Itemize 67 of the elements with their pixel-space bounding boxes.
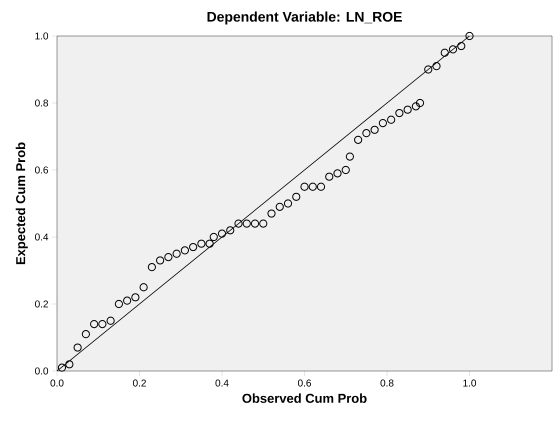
x-tick-label: 0.8 xyxy=(380,380,394,387)
point xyxy=(210,232,218,242)
point xyxy=(267,209,276,218)
point xyxy=(292,192,300,201)
point xyxy=(148,263,156,272)
point xyxy=(259,220,268,228)
y-tick-label: 0.4 xyxy=(35,233,48,241)
y-tick-label: 0.2 xyxy=(35,300,48,308)
point xyxy=(448,45,458,54)
point xyxy=(98,320,106,328)
point xyxy=(172,250,181,258)
point xyxy=(325,172,334,181)
point xyxy=(416,98,424,108)
y-axis-title: Expected Cum Prob xyxy=(16,142,28,264)
point xyxy=(58,364,66,372)
x-tick-label: 0.0 xyxy=(50,380,64,387)
point xyxy=(404,106,412,114)
x-axis-title: Observed Cum Prob xyxy=(242,393,367,403)
y-tick-label: 1.0 xyxy=(35,32,48,40)
point xyxy=(342,166,350,174)
point xyxy=(346,152,354,161)
y-tick-label: 0.8 xyxy=(35,99,48,107)
x-tick-label: 0.4 xyxy=(215,380,229,387)
point xyxy=(300,182,309,191)
point xyxy=(412,102,420,110)
x-tick-label: 0.2 xyxy=(132,380,146,387)
point xyxy=(250,220,260,228)
point xyxy=(440,48,449,57)
point xyxy=(180,246,189,254)
point xyxy=(131,293,140,302)
point xyxy=(362,129,370,138)
point xyxy=(140,283,148,292)
point xyxy=(189,242,198,252)
y-tick-label: 0.6 xyxy=(35,166,48,174)
point xyxy=(284,199,292,208)
point xyxy=(432,62,441,70)
point xyxy=(370,126,379,134)
point xyxy=(65,360,74,368)
point xyxy=(218,230,226,238)
point xyxy=(114,300,123,308)
point xyxy=(164,253,172,262)
point xyxy=(354,136,362,144)
point xyxy=(333,169,342,178)
point xyxy=(123,296,132,305)
point xyxy=(206,240,214,248)
point xyxy=(465,32,474,40)
point xyxy=(387,116,396,124)
point xyxy=(234,220,243,228)
point xyxy=(90,320,98,328)
point xyxy=(378,118,387,128)
point xyxy=(457,42,466,50)
y-tick-label: 0.0 xyxy=(35,367,48,375)
point xyxy=(276,202,284,211)
point xyxy=(106,316,115,325)
point xyxy=(242,220,251,228)
point xyxy=(74,343,82,352)
chart-title: Dependent Variable: LN_ROE xyxy=(208,11,402,24)
point xyxy=(226,226,234,234)
point xyxy=(156,256,164,265)
x-tick-label: 1.0 xyxy=(463,380,476,387)
point xyxy=(82,330,90,338)
point xyxy=(316,182,326,191)
point xyxy=(424,65,432,74)
point xyxy=(395,108,404,118)
point xyxy=(308,182,317,191)
x-tick-label: 0.6 xyxy=(298,380,311,387)
point xyxy=(197,240,206,248)
